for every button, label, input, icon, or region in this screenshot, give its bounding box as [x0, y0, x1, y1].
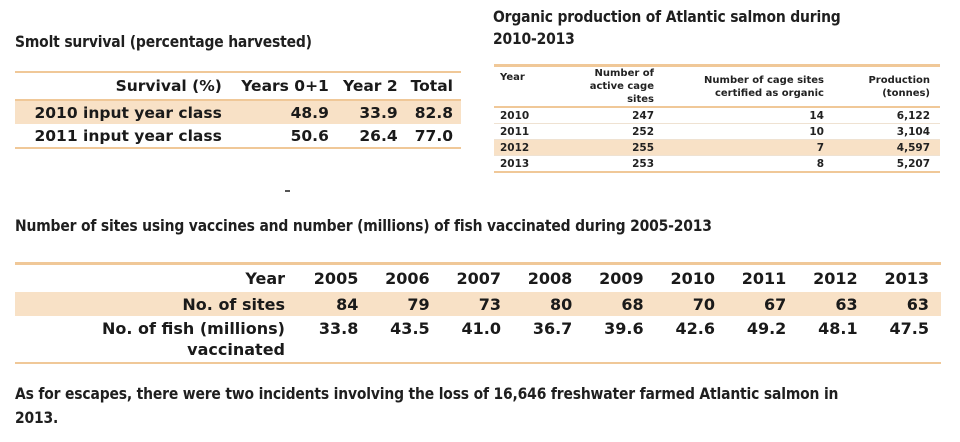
fish-cell: 36.7: [532, 318, 573, 338]
fish-cell: 47.5: [889, 318, 929, 338]
sites-cell: 73: [441, 292, 513, 316]
fish-cell: 48.1: [818, 318, 858, 338]
cell-certified: 14: [664, 107, 834, 124]
vaccines-title: Number of sites using vaccines and numbe…: [15, 216, 712, 235]
table-row: 2012 255 7 4,597: [494, 139, 940, 156]
year-cell: 2011: [726, 262, 799, 292]
cell-total: 82.8: [405, 100, 461, 124]
fish-cell: 42.6: [675, 318, 715, 338]
year-cell: 2012: [798, 262, 870, 292]
row-label-cont: vaccinated: [15, 340, 299, 364]
fish-cell: 43.5: [390, 318, 430, 338]
header-total: Total: [405, 71, 461, 101]
divider-mark: [285, 190, 290, 192]
header-survival: Survival (%): [15, 71, 232, 101]
header-year-2: Year 2: [336, 71, 406, 101]
sites-cell: 84: [299, 292, 371, 316]
organic-production-table: Year Number of active cage sites Number …: [494, 64, 940, 173]
sites-cell: 63: [869, 292, 941, 316]
fish-cell: 41.0: [461, 318, 501, 338]
fish-cell: 33.8: [318, 318, 359, 338]
cell-production: 3,104: [834, 123, 940, 140]
smolt-survival-table: Survival (%) Years 0+1 Year 2 Total 2010…: [15, 71, 461, 149]
year-cell: 2007: [441, 262, 513, 292]
table-row: 2011 input year class 50.6 26.4 77.0: [15, 124, 461, 149]
cell-year: 2010: [494, 107, 564, 124]
header-certified-sites: Number of cage sites certified as organi…: [664, 64, 834, 108]
fish-cell: 39.6: [604, 318, 644, 338]
cell-year: 2013: [494, 155, 564, 173]
smolt-survival-title: Smolt survival (percentage harvested): [15, 32, 312, 51]
table-row: No. of fish (millions) 33.8 43.5 41.0 36…: [15, 316, 941, 340]
cell-active: 255: [564, 139, 664, 156]
cell-total: 77.0: [405, 124, 461, 149]
year-cell: 2005: [299, 262, 371, 292]
sites-cell: 79: [370, 292, 442, 316]
table-row: 2011 252 10 3,104: [494, 123, 940, 140]
year-cell: 2006: [370, 262, 442, 292]
fish-cell: 49.2: [746, 318, 787, 338]
year-cell: 2009: [584, 262, 656, 292]
table-row: vaccinated: [15, 340, 941, 364]
escapes-note: As for escapes, there were two incidents…: [15, 384, 839, 427]
cell-year: 2012: [494, 139, 564, 156]
cell-years-0-1: 50.6: [231, 124, 337, 149]
row-label: 2010 input year class: [15, 100, 232, 124]
cell-production: 6,122: [834, 107, 940, 124]
cell-years-0-1: 48.9: [231, 100, 337, 124]
vaccines-header-row: Year 2005 2006 2007 2008 2009 2010 2011 …: [15, 262, 941, 292]
vaccines-table: Year 2005 2006 2007 2008 2009 2010 2011 …: [15, 262, 941, 364]
table-row: 2013 253 8 5,207: [494, 155, 940, 173]
row-label: 2011 input year class: [15, 124, 232, 149]
year-cell: 2008: [512, 262, 585, 292]
cell-active: 247: [564, 107, 664, 124]
header-active-sites: Number of active cage sites: [564, 64, 664, 108]
table-row: 2010 247 14 6,122: [494, 107, 940, 124]
organic-production-title: Organic production of Atlantic salmon du…: [493, 7, 841, 48]
cell-year: 2011: [494, 123, 564, 140]
sites-cell: 70: [655, 292, 727, 316]
cell-certified: 10: [664, 123, 834, 140]
header-production: Production (tonnes): [834, 64, 940, 108]
sites-cell: 80: [512, 292, 585, 316]
table-row: 2010 input year class 48.9 33.9 82.8: [15, 100, 461, 124]
row-label: No. of sites: [15, 292, 299, 316]
cell-active: 253: [564, 155, 664, 173]
organic-header-row: Year Number of active cage sites Number …: [494, 64, 940, 108]
sites-cell: 68: [584, 292, 656, 316]
header-year: Year: [494, 64, 564, 108]
year-cell: 2013: [869, 262, 941, 292]
table-row: No. of sites 84 79 73 80 68 70 67 63 63: [15, 292, 941, 316]
cell-production: 5,207: [834, 155, 940, 173]
cell-year-2: 26.4: [336, 124, 406, 149]
year-cell: 2010: [655, 262, 727, 292]
sites-cell: 67: [726, 292, 799, 316]
cell-production: 4,597: [834, 139, 940, 156]
header-years-0-1: Years 0+1: [231, 71, 337, 101]
cell-certified: 8: [664, 155, 834, 173]
sites-cell: 63: [798, 292, 870, 316]
row-label: No. of fish (millions): [101, 318, 285, 338]
cell-active: 252: [564, 123, 664, 140]
header-year: Year: [15, 262, 299, 292]
cell-certified: 7: [664, 139, 834, 156]
smolt-header-row: Survival (%) Years 0+1 Year 2 Total: [15, 71, 461, 101]
cell-year-2: 33.9: [336, 100, 406, 124]
